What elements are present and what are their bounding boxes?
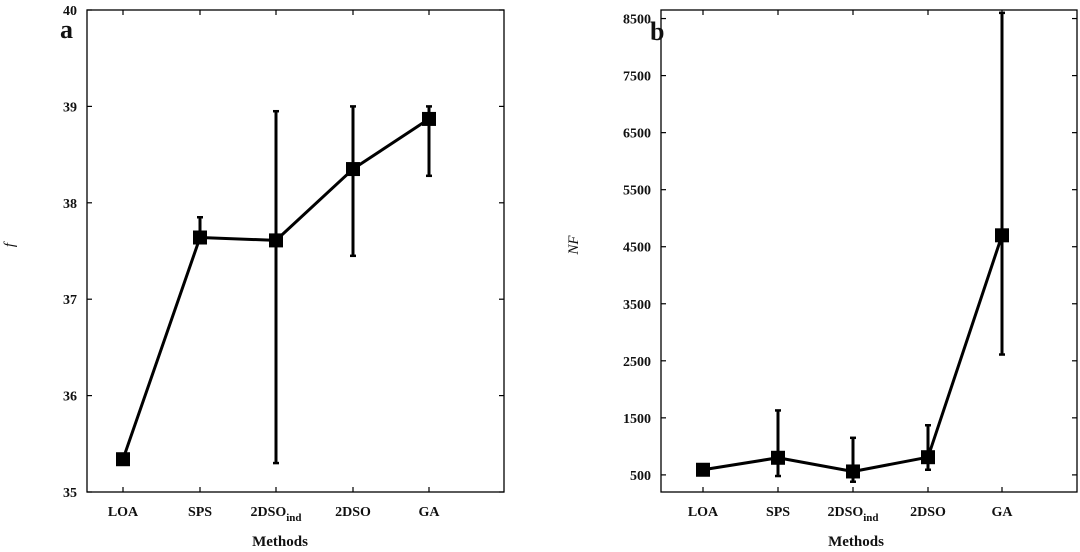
x-tick-label: 2DSO xyxy=(910,505,946,520)
y-tick-label: 6500 xyxy=(623,127,651,142)
axes-frame xyxy=(660,9,1078,493)
y-tick-label: 3500 xyxy=(623,298,651,313)
y-tick-label: 35 xyxy=(63,486,77,501)
x-tick-label: 2DSO xyxy=(335,505,371,520)
x-axis-label: Methods xyxy=(252,534,308,550)
y-tick-label: 39 xyxy=(63,100,77,115)
panel-label: a xyxy=(60,15,73,44)
data-point-marker xyxy=(116,452,130,467)
x-axis-label: Methods xyxy=(828,534,884,550)
x-tick-label: SPS xyxy=(188,505,212,520)
y-axis-label: NF xyxy=(566,235,582,256)
chart-panel-b: 500 1500 2500 3500 4500 5500 6500 7500 8500 LOA SP… xyxy=(566,9,1078,550)
y-tick-label: 5500 xyxy=(623,184,651,199)
data-point-marker xyxy=(921,450,935,465)
series-line xyxy=(702,234,1004,473)
y-tick-label: 37 xyxy=(63,293,77,308)
y-tick-label: 38 xyxy=(63,197,77,212)
y-tick-label: 500 xyxy=(630,469,651,484)
chart-panel-a: 35 36 37 38 39 40 LOA SPS 2DSOind 2DSO GA Methods f a xyxy=(2,4,505,550)
data-point-marker xyxy=(346,162,360,177)
y-tick-label: 4500 xyxy=(623,241,651,256)
x-tick-label: LOA xyxy=(108,505,139,520)
data-point-marker xyxy=(771,450,785,465)
x-tick-label: 2DSOind xyxy=(827,505,878,524)
y-tick-label: 7500 xyxy=(623,70,651,85)
y-tick-label: 1500 xyxy=(623,412,651,427)
y-tick-label: 2500 xyxy=(623,355,651,370)
y-tick-label: 36 xyxy=(63,390,77,405)
data-point-marker xyxy=(422,111,436,126)
y-axis-label: f xyxy=(2,241,18,247)
x-tick-label: LOA xyxy=(688,505,719,520)
data-point-marker xyxy=(696,462,710,477)
x-tick-label: SPS xyxy=(766,505,790,520)
x-tick-label: GA xyxy=(419,505,441,520)
data-point-marker xyxy=(995,228,1009,243)
y-tick-label: 40 xyxy=(63,4,77,19)
x-tick-label: 2DSOind xyxy=(250,505,301,524)
data-point-marker xyxy=(193,230,207,245)
data-point-marker xyxy=(269,233,283,248)
panel-label: b xyxy=(650,17,664,46)
data-point-marker xyxy=(846,464,860,479)
x-tick-label: GA xyxy=(992,505,1014,520)
axes-frame xyxy=(86,9,505,493)
y-tick-label: 8500 xyxy=(623,13,651,28)
